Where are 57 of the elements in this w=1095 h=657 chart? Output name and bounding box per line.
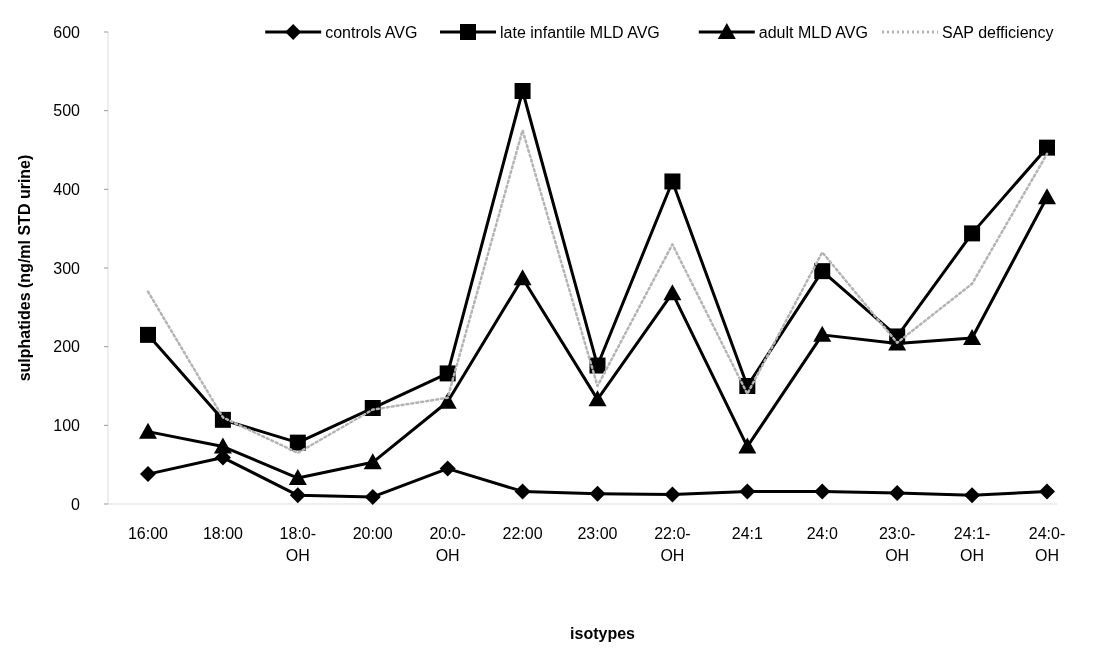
point xyxy=(813,325,832,342)
point xyxy=(738,437,757,454)
x-axis-title: isotypes xyxy=(570,625,636,642)
point xyxy=(1039,483,1055,500)
x-tick-label: 24:1 xyxy=(731,525,764,542)
y-tick-label: 0 xyxy=(71,495,81,513)
y-tick-label: 400 xyxy=(53,180,81,198)
x-tick-label: 23:00 xyxy=(577,525,618,542)
point xyxy=(814,483,831,500)
point xyxy=(964,487,981,504)
point xyxy=(289,434,306,451)
y-tick-label: 600 xyxy=(53,23,81,41)
x-tick-label: 24:0 xyxy=(806,525,838,542)
point xyxy=(664,486,681,503)
x-tick-label: 24:1-OH xyxy=(953,525,991,564)
y-axis-title: sulphatides (ng/ml STD urine) xyxy=(16,154,33,382)
point xyxy=(1038,188,1056,205)
point xyxy=(814,263,831,280)
point xyxy=(439,460,456,477)
x-tick-label: 20:00 xyxy=(352,525,393,542)
legend-label: late infantile MLD AVG xyxy=(500,23,660,41)
point xyxy=(289,487,306,504)
point xyxy=(514,83,531,99)
point xyxy=(364,488,381,505)
point xyxy=(140,326,156,343)
point xyxy=(139,422,157,439)
y-tick-label: 100 xyxy=(53,416,81,434)
x-tick-label: 18:0-OH xyxy=(279,525,317,564)
point xyxy=(964,225,981,242)
point xyxy=(140,466,156,483)
point xyxy=(213,437,232,454)
point xyxy=(589,485,606,502)
point xyxy=(438,392,457,409)
x-tick-label: 20:0-OH xyxy=(429,525,466,564)
x-tick-label: 16:00 xyxy=(127,525,169,542)
point xyxy=(889,484,906,501)
point xyxy=(963,329,982,346)
x-tick-label: 23:0-OH xyxy=(878,525,916,564)
point xyxy=(288,469,307,486)
legend-label: controls AVG xyxy=(325,23,418,41)
point xyxy=(1039,139,1055,156)
y-tick-label: 500 xyxy=(53,102,81,120)
point xyxy=(664,173,681,190)
y-tick-label: 200 xyxy=(53,338,81,356)
legend-label: SAP defficiency xyxy=(942,23,1054,41)
x-tick-label: 24:0-OH xyxy=(1028,525,1066,564)
legend-label: adult MLD AVG xyxy=(758,23,868,41)
point xyxy=(363,453,382,470)
x-tick-label: 22:00 xyxy=(502,525,543,542)
x-tick-label: 18:00 xyxy=(202,525,244,542)
point xyxy=(513,269,532,286)
x-tick-label: 22:0-OH xyxy=(654,525,691,564)
point xyxy=(663,284,682,301)
point xyxy=(588,390,607,407)
point xyxy=(514,483,531,500)
point xyxy=(739,483,756,500)
y-tick-label: 300 xyxy=(53,259,81,277)
